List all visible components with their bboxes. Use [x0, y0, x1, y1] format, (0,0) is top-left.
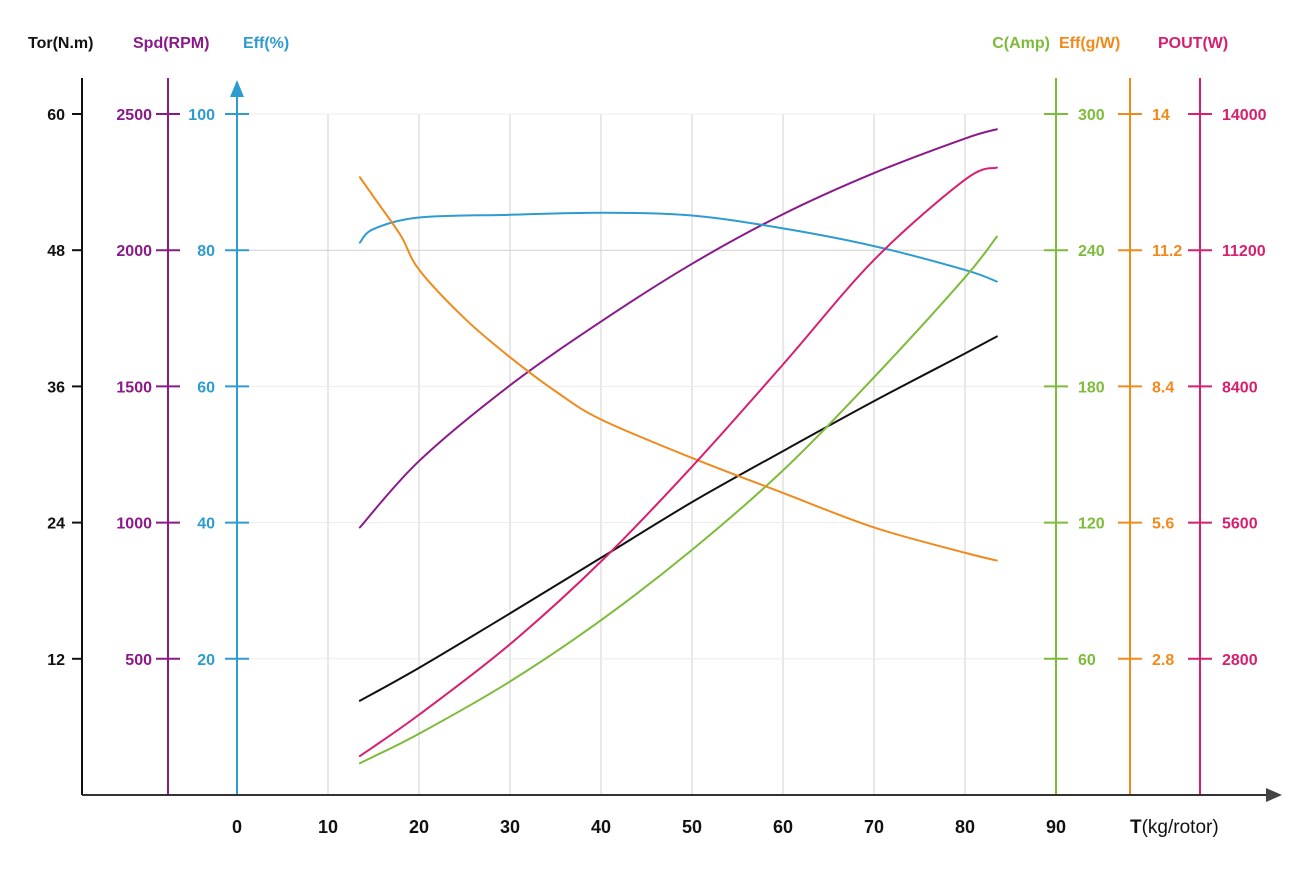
eff-tick-label: 100 — [188, 107, 215, 124]
series — [358, 128, 998, 765]
x-tick-label: 80 — [955, 817, 975, 837]
effg-tick-label: 8.4 — [1152, 379, 1174, 396]
spd-tick-label: 1500 — [116, 379, 152, 396]
eff-tick-label: 40 — [197, 516, 215, 533]
amp-axis-title: C(Amp) — [992, 35, 1050, 52]
pout-tick-label: 2800 — [1222, 652, 1258, 669]
amp-tick-label: 300 — [1078, 107, 1105, 124]
effg-tick-label: 11.2 — [1152, 243, 1182, 260]
amp-tick-label: 120 — [1078, 516, 1105, 533]
tor-tick-label: 24 — [47, 516, 65, 533]
x-tick-label: 60 — [773, 817, 793, 837]
eff-tick-label: 20 — [197, 652, 215, 669]
eff-tick-label: 80 — [197, 243, 215, 260]
pout-tick-label: 11200 — [1222, 243, 1266, 260]
x-tick-label: 30 — [500, 817, 520, 837]
x-tick-label: 40 — [591, 817, 611, 837]
x-tick-label: 0 — [232, 817, 242, 837]
pout-axis-title: POUT(W) — [1158, 35, 1228, 52]
spd-tick-label: 2000 — [116, 243, 152, 260]
x-tick-label: 90 — [1046, 817, 1066, 837]
eff-axis-title: Eff(%) — [243, 35, 289, 52]
amp-tick-label: 240 — [1078, 243, 1105, 260]
spd-tick-label: 2500 — [116, 107, 152, 124]
pout-tick-label: 5600 — [1222, 516, 1258, 533]
tor-tick-label: 60 — [47, 107, 65, 124]
x-tick-label: 70 — [864, 817, 884, 837]
effg-tick-label: 5.6 — [1152, 516, 1174, 533]
x-tick-label: 50 — [682, 817, 702, 837]
x-axis-title: T(kg/rotor) — [1130, 817, 1219, 838]
spd-tick-label: 1000 — [116, 516, 152, 533]
x-axis-title-bold: T — [1130, 817, 1142, 838]
effg-tick-label: 14 — [1152, 107, 1170, 124]
x-tick-label: 10 — [318, 817, 338, 837]
labels: 1224364860Tor(N.m)5001000150020002500Spd… — [28, 35, 1267, 838]
series-line-amp — [358, 235, 998, 765]
x-axis-arrow — [1266, 788, 1282, 802]
tor-tick-label: 12 — [47, 652, 65, 669]
series-line-eff — [358, 211, 998, 283]
eff-axis-arrow — [230, 80, 244, 97]
grid — [237, 113, 1056, 795]
x-tick-label: 20 — [409, 817, 429, 837]
axes — [72, 78, 1282, 802]
spd-tick-label: 500 — [125, 652, 152, 669]
x-axis-title-unit: (kg/rotor) — [1142, 817, 1219, 838]
amp-tick-label: 60 — [1078, 652, 1096, 669]
series-line-pout — [358, 166, 998, 758]
pout-tick-label: 8400 — [1222, 379, 1258, 396]
tor-axis-title: Tor(N.m) — [28, 35, 93, 52]
pout-tick-label: 14000 — [1222, 107, 1267, 124]
effg-axis-title: Eff(g/W) — [1059, 35, 1120, 52]
tor-tick-label: 48 — [47, 243, 65, 260]
spd-axis-title: Spd(RPM) — [133, 35, 209, 52]
series-line-effg — [358, 176, 998, 562]
eff-tick-label: 60 — [197, 379, 215, 396]
tor-tick-label: 36 — [47, 379, 65, 396]
series-line-tor — [358, 335, 998, 702]
series-line-spd — [358, 128, 998, 529]
effg-tick-label: 2.8 — [1152, 652, 1174, 669]
amp-tick-label: 180 — [1078, 379, 1105, 396]
